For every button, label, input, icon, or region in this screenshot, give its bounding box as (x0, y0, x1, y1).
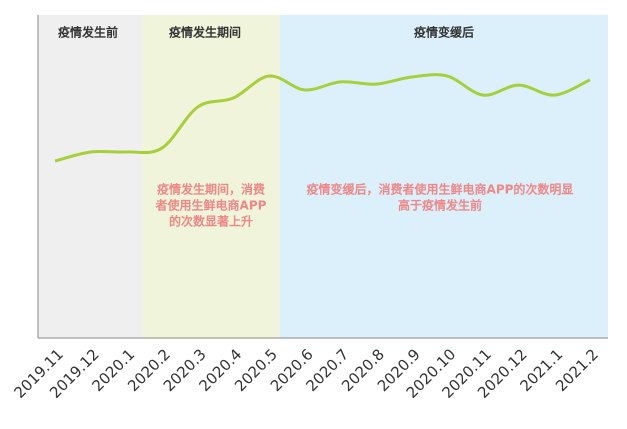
annotation: 者使用生鲜电商APP (155, 198, 267, 213)
region (142, 15, 280, 338)
region-label: 疫情变缓后 (414, 25, 474, 40)
annotation: 高于疫情发生前 (398, 198, 482, 213)
annotation: 疫情变缓后，消费者使用生鲜电商APP的次数明显 (307, 182, 574, 197)
region (280, 15, 608, 338)
annotation: 疫情发生期间，消费 (157, 182, 265, 197)
region-label: 疫情发生前 (58, 25, 118, 40)
data-line (54, 73, 591, 163)
annotation: 的次数显著上升 (169, 214, 253, 229)
region (38, 15, 142, 338)
region-label: 疫情发生期间 (169, 25, 241, 40)
